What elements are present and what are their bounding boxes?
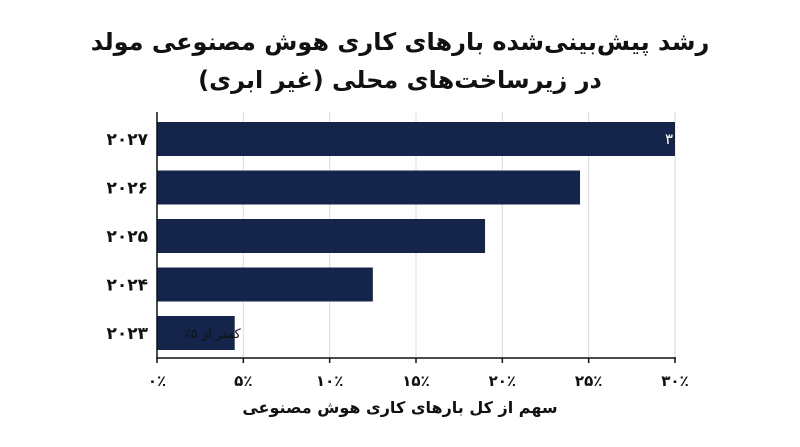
data-label: ۳۰٪ (665, 130, 689, 148)
x-tick-label: ۰٪ (148, 372, 166, 390)
bar-4 (157, 316, 235, 350)
bar-2 (157, 219, 486, 253)
x-tick-label: ۲۵٪ (575, 372, 602, 390)
chart-title-line-1: رشد پیش‌بینی‌شده بارهای کاری هوش مصنوعی … (90, 28, 710, 56)
x-tick-label: ۵٪ (234, 372, 252, 390)
chart-title-line-2: در زیرساخت‌های محلی (غیر ابری) (198, 66, 602, 94)
x-tick-label: ۳۰٪ (661, 372, 688, 390)
category-label: ۲۰۲۵ (106, 227, 148, 247)
bar-0 (157, 122, 675, 156)
x-tick-label: ۲۰٪ (489, 372, 516, 390)
data-label: کمتر از ۵٪ (184, 327, 242, 342)
category-label: ۲۰۲۴ (106, 276, 148, 296)
category-label: ۲۰۲۳ (106, 324, 148, 344)
x-axis-label: سهم از کل بارهای کاری هوش مصنوعی (242, 398, 558, 417)
x-tick-label: ۱۰٪ (316, 372, 343, 390)
category-label: ۲۰۲۷ (106, 130, 148, 150)
bar-3 (157, 267, 373, 302)
bar-1 (157, 170, 581, 205)
x-tick-label: ۱۵٪ (402, 372, 429, 390)
category-label: ۲۰۲۶ (106, 179, 148, 199)
